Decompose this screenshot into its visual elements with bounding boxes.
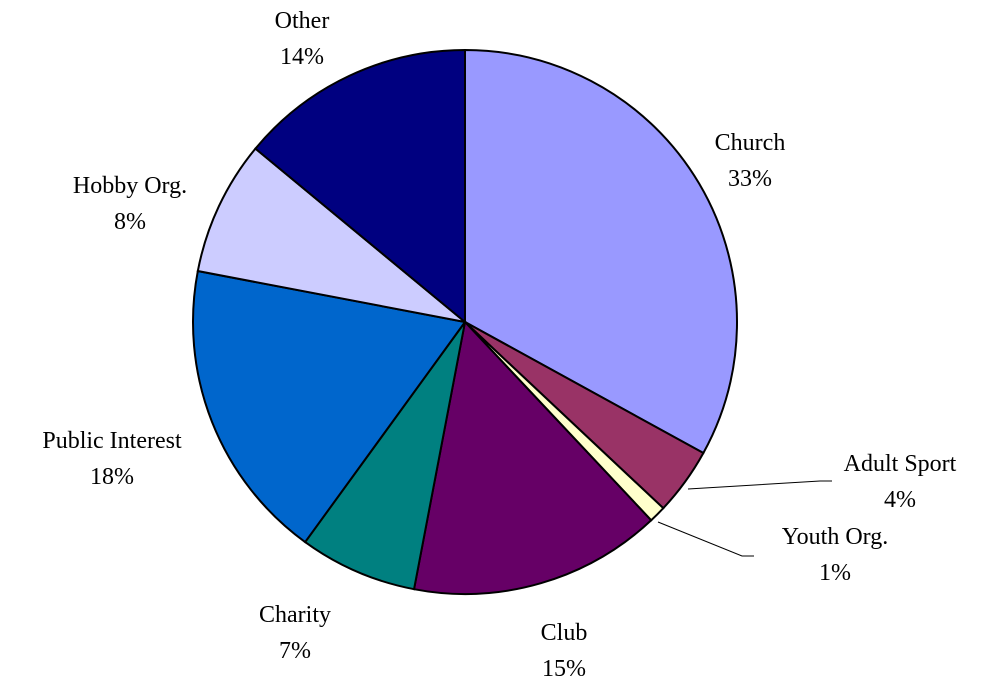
pie-slices [192,48,738,595]
pie-slice-hobby-org [196,147,466,323]
pie-slice-club [412,319,653,595]
slice-value-charity: 7% [279,638,311,664]
slice-value-club: 15% [542,656,586,682]
leader-line-adult-sport [687,480,832,490]
slice-label-youth-org: Youth Org. [782,524,889,550]
pie-slice-other [254,48,466,325]
pie-slice-church [464,48,738,455]
slice-value-hobby-org: 8% [114,209,146,235]
slice-label-hobby-org: Hobby Org. [73,173,187,199]
slice-value-other: 14% [280,44,324,70]
slice-value-adult-sport: 4% [884,487,916,513]
slice-label-public-interest: Public Interest [42,428,182,454]
pie-slice-charity [303,321,466,591]
pie-slice-public-interest [192,269,467,544]
slice-value-church: 33% [728,166,772,192]
slice-labels: Church 33% Adult Sport 4% Youth Org. 1% Club 15… [42,8,956,682]
slice-label-other: Other [275,8,330,34]
slice-label-club: Club [541,620,588,646]
slice-value-youth-org: 1% [819,560,851,586]
leader-lines [657,480,832,557]
slice-label-charity: Charity [259,602,331,628]
slice-label-adult-sport: Adult Sport [844,451,957,477]
slice-value-public-interest: 18% [90,464,134,490]
slice-label-church: Church [715,130,786,156]
leader-line-youth-org [657,521,754,557]
